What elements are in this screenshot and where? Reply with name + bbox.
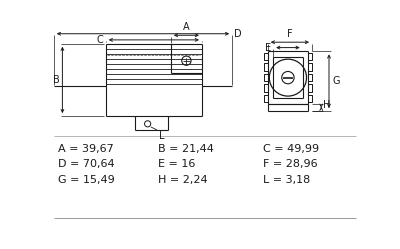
Text: D: D: [234, 29, 241, 39]
Text: B: B: [52, 75, 59, 85]
Text: C = 49,99: C = 49,99: [263, 144, 319, 154]
Text: B = 21,44: B = 21,44: [158, 144, 214, 154]
Text: H: H: [323, 100, 330, 110]
Text: L = 3,18: L = 3,18: [263, 175, 310, 185]
Text: C: C: [97, 35, 104, 45]
Text: A = 39,67: A = 39,67: [58, 144, 114, 154]
Text: E: E: [265, 43, 271, 53]
Text: G: G: [332, 76, 340, 86]
Text: H = 2,24: H = 2,24: [158, 175, 208, 185]
Text: L: L: [158, 131, 164, 141]
Text: G = 15,49: G = 15,49: [58, 175, 114, 185]
Text: D = 70,64: D = 70,64: [58, 159, 114, 169]
Text: A: A: [183, 22, 190, 32]
Text: F = 28,96: F = 28,96: [263, 159, 318, 169]
Text: F: F: [287, 29, 293, 39]
Text: E = 16: E = 16: [158, 159, 196, 169]
